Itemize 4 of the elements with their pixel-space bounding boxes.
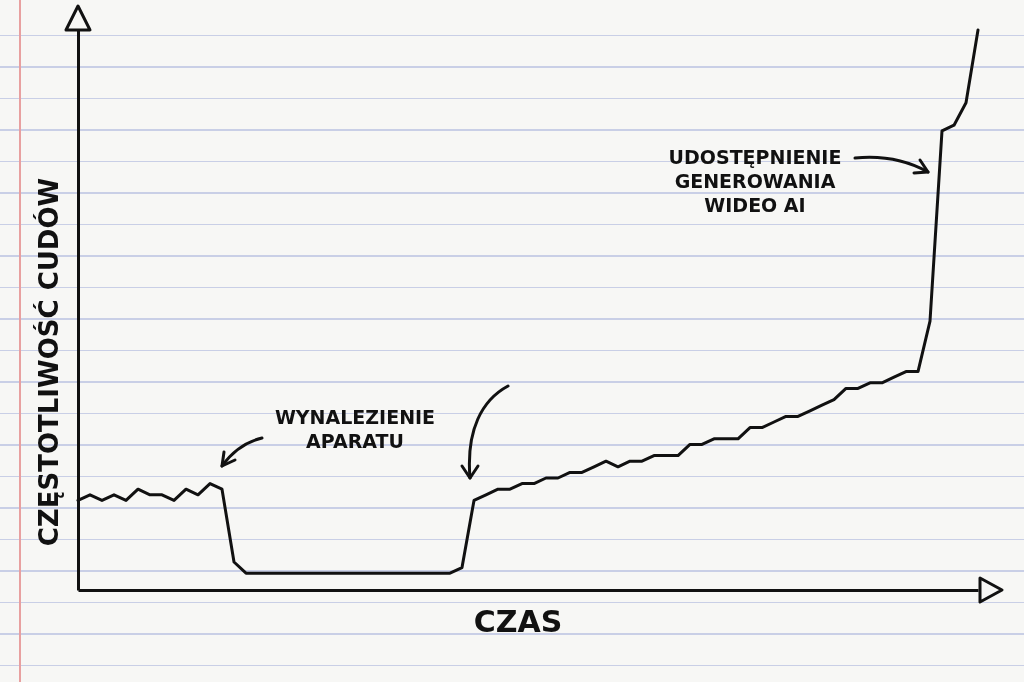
y-axis-title: CZĘSTOTLIWOŚĆ CUDÓW <box>33 177 64 547</box>
x-axis-title: CZAS <box>473 604 563 639</box>
annotation: UDOSTĘPNIENIE GENEROWANIA WIDEO AI <box>668 146 842 216</box>
annotation: WYNALEZIENIE APARATU <box>274 406 436 452</box>
